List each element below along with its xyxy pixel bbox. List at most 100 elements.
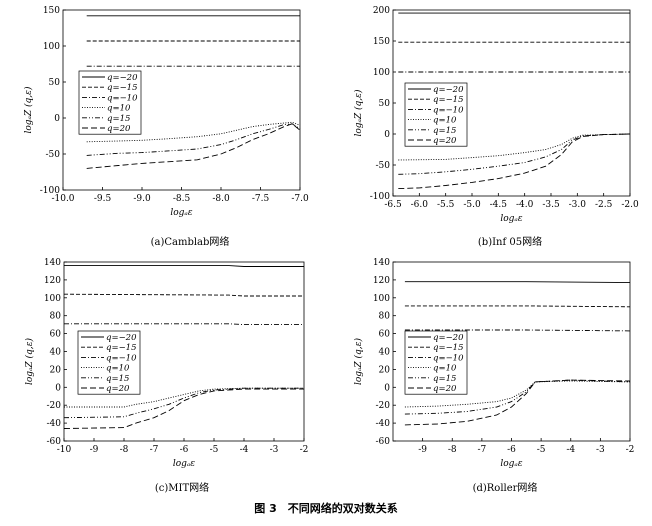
chart-4-y-tick-label: 0 [384,383,390,393]
chart-1-legend-label: q=−15 [107,83,138,93]
chart-3-y-tick-label: -60 [47,437,62,447]
chart-3-x-tick-label: -9 [90,445,99,455]
chart-2-series-line [398,133,631,175]
chart-1-y-tick-label: 50 [49,78,61,88]
chart-2-y-tick-label: 0 [384,130,390,140]
chart-3-series-line [64,265,304,267]
chart-3-y-tick-label: 100 [44,294,61,304]
chart-3-x-tick-label: -6 [180,445,189,455]
chart-4-x-tick-label: -8 [448,445,457,455]
chart-2-y-tick-label: -50 [376,161,391,171]
chart-3-y-tick-label: -20 [47,401,62,411]
chart-2-y-tick-label: -100 [370,192,390,202]
chart-3-y-tick-label: 20 [50,365,62,375]
chart-4-y-tick-label: -20 [376,401,391,411]
chart-2-y-tick-label: 50 [379,99,391,109]
chart-2-series-line [398,133,631,190]
chart-1-legend-label: q=−20 [107,73,138,83]
chart-1-series-line [86,123,301,156]
chart-2-y-tick-label: 150 [373,37,390,47]
chart-3-y-tick-label: 80 [50,312,62,322]
chart-1-x-tick-label: -9.0 [133,194,151,204]
chart-1-y-tick-label: 100 [43,42,60,52]
chart-3-series-line [63,388,304,429]
chart-3-y-tick-label: -40 [47,419,62,429]
chart-2-x-tick-label: -3.5 [542,200,560,210]
chart-4-x-axis-label: logₐε [500,459,522,469]
caption-b: (b)Inf 05网络 [477,237,543,248]
chart-4-y-tick-label: 100 [373,294,390,304]
chart-1-x-tick-label: -7.5 [252,194,270,204]
chart-2-x-axis-label: logₐε [500,214,522,224]
chart-3-x-tick-label: -7 [150,445,159,455]
chart-3-legend-label: q=−20 [106,333,137,343]
chart-4-y-tick-label: 20 [379,365,391,375]
chart-2-x-tick-label: -4.5 [490,200,508,210]
chart-4-legend-label: q=−20 [433,333,464,343]
chart-4-y-tick-label: 80 [379,312,391,322]
chart-1-x-tick-label: -7.0 [291,194,309,204]
chart-3-legend-label: q=15 [106,374,129,384]
chart-2-legend-label: q=−15 [433,95,464,105]
chart-4-x-tick-label: -2 [626,445,635,455]
chart-1-x-tick-label: -8.0 [212,194,230,204]
chart-2-legend-box [404,82,468,147]
chart-3-y-tick-label: 140 [44,258,61,268]
chart-2-legend-label: q=15 [433,126,456,136]
chart-2-legend-label: q=−20 [433,85,464,95]
chart-3-legend-label: q=10 [106,364,130,374]
chart-1-x-axis-label: logₐε [170,208,192,218]
chart-4-legend-box [404,330,468,395]
chart-2-x-tick-label: -4.0 [516,200,534,210]
chart-4-y-tick-label: 120 [373,276,390,286]
caption-a: (a)Camblab网络 [150,237,230,248]
chart-3-x-tick-label: -4 [240,445,249,455]
chart-4-y-tick-label: 40 [379,348,391,358]
chart-4-series-line [404,305,631,308]
chart-4-legend-label: q=−10 [433,353,464,363]
chart-1-legend-box [78,70,142,135]
chart-4-x-tick-label: -5 [537,445,546,455]
chart-4-series-line [404,379,631,426]
chart-3-y-tick-label: 0 [55,383,61,393]
chart-3-y-axis-label: logₐZ (q,ε) [24,338,35,386]
chart-3-y-tick-label: 60 [50,330,62,340]
chart-2-legend-label: q=20 [433,136,457,146]
chart-3-x-tick-label: -10 [57,445,72,455]
chart-3-series-line [63,387,304,419]
chart-2-y-tick-label: 100 [373,68,390,78]
chart-4-y-axis-label: logₐZ (q,ε) [353,338,364,386]
chart-3-legend-label: q=20 [106,384,130,394]
chart-2-x-tick-label: -2.5 [595,200,613,210]
chart-4-x-tick-label: -9 [418,445,427,455]
chart-4-legend-label: q=10 [433,364,457,374]
chart-3-y-tick-label: 40 [50,348,62,358]
chart-2-x-tick-label: -6.5 [384,200,402,210]
chart-3-x-tick-label: -2 [300,445,309,455]
chart-1-legend-label: q=15 [107,114,130,124]
chart-2-y-tick-label: 200 [373,6,390,16]
chart-4-y-tick-label: 140 [373,258,390,268]
chart-1-y-tick-label: 0 [54,114,60,124]
caption-c: (c)MIT网络 [154,483,210,494]
chart-2-x-tick-label: -2.0 [621,200,639,210]
chart-3-legend-label: q=−15 [106,343,137,353]
chart-4-x-tick-label: -7 [477,445,486,455]
chart-4-series-line [404,281,631,284]
chart-1-y-axis-label: logₐZ (q,ε) [23,86,34,134]
chart-3-x-tick-label: -8 [120,445,129,455]
chart-1-y-tick-label: -50 [46,150,61,160]
chart-2-legend-label: q=10 [433,116,457,126]
chart-4-x-tick-label: -6 [507,445,516,455]
chart-4-x-tick-label: -4 [566,445,575,455]
chart-4-y-tick-label: 60 [379,330,391,340]
chart-2-x-tick-label: -5.5 [437,200,455,210]
chart-3-legend-label: q=−10 [106,353,137,363]
chart-4-series-line [404,329,631,332]
chart-1-x-tick-label: -9.5 [94,194,112,204]
chart-1-legend-label: q=20 [107,124,131,134]
chart-2-x-tick-label: -6.0 [411,200,429,210]
chart-4-x-tick-label: -3 [596,445,605,455]
chart-4-series-line [404,379,631,415]
chart-3-x-axis-label: logₐε [173,459,195,469]
